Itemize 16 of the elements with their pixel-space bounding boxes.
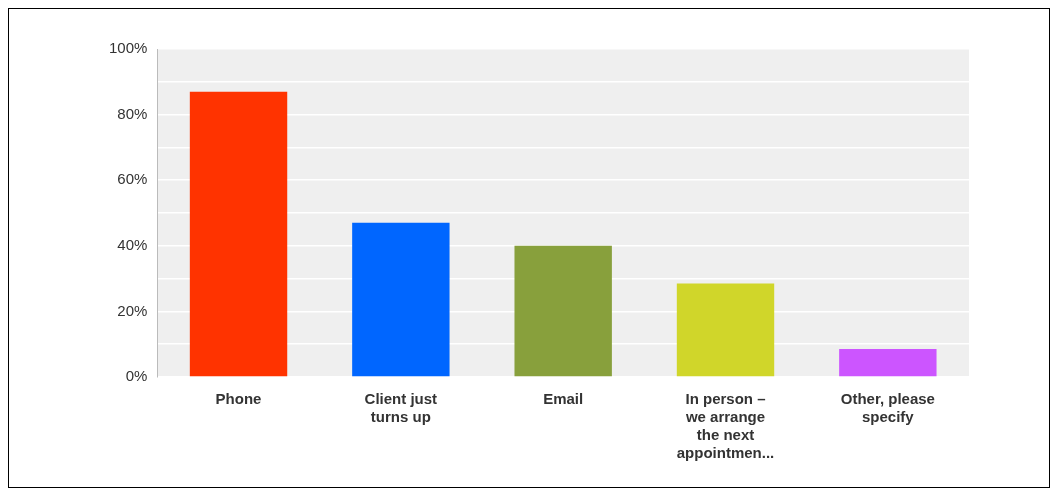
y-tick-label: 60% (117, 170, 148, 188)
x-tick-label: Phone (215, 390, 262, 408)
bar (676, 283, 775, 377)
y-tick-label: 0% (125, 367, 148, 385)
x-tick-label: Other, please specify (840, 390, 935, 426)
y-tick-label: 40% (117, 235, 148, 253)
x-tick-label: Client just turns up (364, 390, 438, 426)
y-tick-label: 80% (117, 104, 148, 122)
bar (514, 245, 612, 377)
bar (189, 91, 288, 377)
bar (839, 349, 937, 377)
y-tick-label: 100% (108, 39, 148, 57)
x-tick-label: In person – we arrange the next appointmen... (676, 390, 775, 462)
x-tick-label: Email (543, 390, 584, 408)
y-tick-label: 20% (117, 301, 148, 319)
bar (352, 222, 450, 377)
